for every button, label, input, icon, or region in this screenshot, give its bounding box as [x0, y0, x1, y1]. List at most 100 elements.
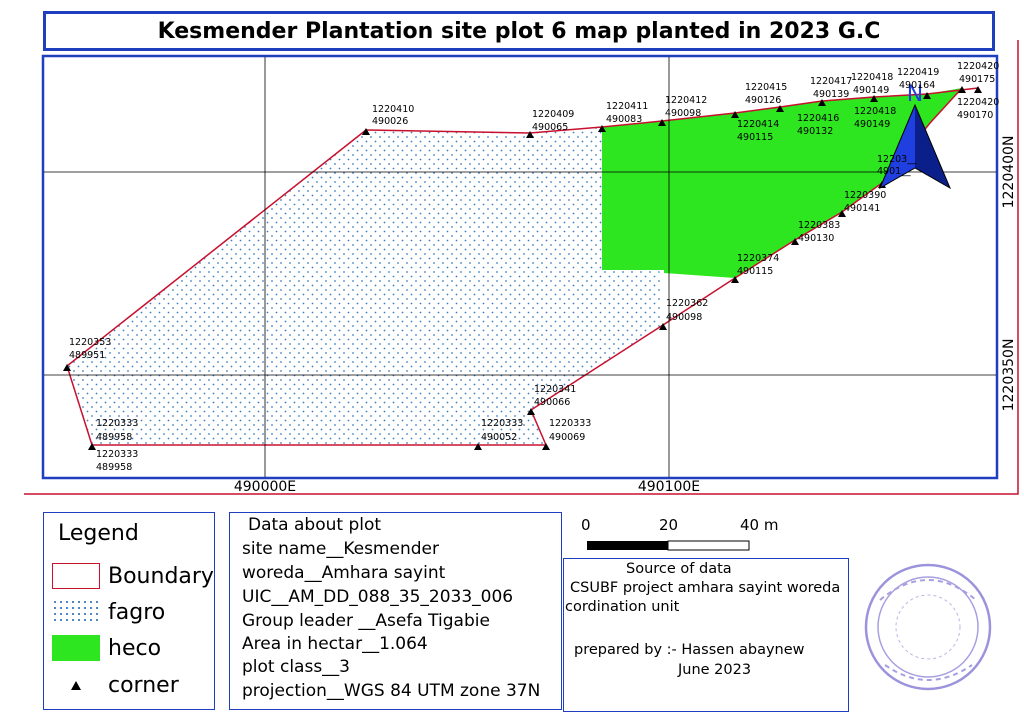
- corner-label-n: 1220353: [69, 337, 111, 348]
- prepared-date: June 2023: [678, 662, 752, 678]
- corner-label-e: 489958: [96, 432, 132, 443]
- corner-label-e: 490026: [372, 116, 408, 127]
- corner-label-n: 1220409: [532, 109, 574, 120]
- corner-label-e: 490069: [549, 432, 585, 443]
- corner-label-n: 1220333: [96, 418, 138, 429]
- legend: Legend Boundary fagro heco corner: [43, 512, 215, 710]
- north-label: N: [907, 82, 923, 107]
- corner-marker: [659, 323, 667, 330]
- corner-label-n: 1220362: [666, 298, 708, 309]
- corner-label-n: 1220420: [957, 61, 999, 72]
- corner-label-e: 490065: [532, 122, 568, 133]
- corner-marker: [958, 86, 966, 93]
- corner-label-e: 490115: [737, 132, 773, 143]
- graticule: [44, 57, 996, 477]
- corner-label-e: 490149: [853, 85, 889, 96]
- legend-item-boundary: Boundary: [52, 561, 214, 591]
- corner-marker: [923, 92, 931, 99]
- corner-label-e: 490175: [959, 74, 995, 85]
- corner-label-e: 490132: [797, 126, 833, 137]
- corner-marker: [526, 131, 534, 138]
- map-title: Kesmender Plantation site plot 6 map pla…: [43, 11, 995, 51]
- info-woreda: woreda__Amhara sayint: [242, 563, 446, 583]
- grid-label-x2: 490100E: [638, 479, 700, 495]
- source-line1: CSUBF project amhara sayint woreda: [570, 580, 841, 596]
- corner-label-n: 1220412: [665, 95, 707, 106]
- corner-label-n: 1220333: [481, 418, 523, 429]
- scale-label-20: 20: [659, 516, 679, 534]
- corner-marker: [791, 238, 799, 245]
- corner-label-n: 1220411: [606, 101, 648, 112]
- corner-label-e: 490052: [481, 432, 517, 443]
- legend-label: corner: [108, 672, 179, 698]
- north-arrow: N: [878, 82, 952, 190]
- corner-label-e: 490098: [665, 108, 701, 119]
- corner-label-e: 490141: [844, 203, 880, 214]
- corner-label-e: 490139: [813, 89, 849, 100]
- corner-label-e: 490149: [854, 119, 890, 130]
- official-stamp: [864, 563, 992, 691]
- corner-label-e: 490066: [534, 397, 570, 408]
- corner-label-e: 4901__: [877, 166, 911, 177]
- info-heading: Data about plot: [248, 515, 382, 535]
- fagro-area: [67, 127, 663, 445]
- legend-item-corner: corner: [52, 670, 179, 700]
- corner-label-e: 490098: [666, 312, 702, 323]
- grid-label-y2: 1220350N: [1001, 339, 1017, 412]
- corner-label-n: 1220333: [96, 449, 138, 460]
- boundary-line: [365, 87, 979, 134]
- corner-label-e: 490130: [798, 233, 834, 244]
- corner-marker: [658, 119, 666, 126]
- corner-marker: [731, 276, 739, 283]
- corner-label-n: 1220418: [851, 72, 893, 83]
- corner-label-n: 1220410: [372, 104, 414, 115]
- legend-item-fagro: fagro: [52, 597, 165, 627]
- outer-frame: [24, 40, 1019, 495]
- corner-marker: [474, 443, 482, 450]
- source-panel: Source of data CSUBF project amhara sayi…: [563, 558, 849, 712]
- corner-marker: [974, 86, 982, 93]
- source-heading: Source of data: [626, 561, 732, 577]
- legend-title: Legend: [58, 521, 139, 546]
- corner-marker: [598, 125, 606, 132]
- corner-label-n: 1220417: [810, 76, 852, 87]
- corner-label-e: 490115: [737, 266, 773, 277]
- legend-item-heco: heco: [52, 633, 161, 663]
- info-projection: projection__WGS 84 UTM zone 37N: [242, 681, 541, 701]
- corner-labels: 1220410 490026 1220409 490065 1220411 49…: [69, 61, 999, 473]
- grid-label-x1: 490000E: [234, 479, 296, 495]
- scale-label-0: 0: [581, 516, 591, 534]
- boundary-swatch: [52, 563, 100, 589]
- corner-label-n: 1220383: [798, 220, 840, 231]
- corner-label-n: 1220416: [797, 113, 839, 124]
- corner-label-n: 1220333: [549, 418, 591, 429]
- corner-label-n: 1220415: [745, 82, 787, 93]
- fagro-swatch: [52, 599, 100, 625]
- plot-info-panel: Data about plot site name__Kesmender wor…: [229, 512, 562, 710]
- corner-marker: [63, 364, 71, 371]
- scale-bar: [587, 540, 750, 551]
- scale-label-40: 40 m: [740, 516, 779, 534]
- corner-label-e: 489958: [96, 462, 132, 473]
- legend-label: fagro: [108, 599, 166, 625]
- legend-label: heco: [108, 635, 162, 661]
- corner-label-n: 1220341: [534, 384, 576, 395]
- info-plot-class: plot class__3: [242, 657, 351, 677]
- corner-label-n: 1220418: [854, 106, 896, 117]
- prepared-by: prepared by :- Hassen abaynew: [574, 642, 805, 658]
- corner-label-n: 1220374: [737, 253, 779, 264]
- grid-label-y1: 1220400N: [1001, 136, 1017, 209]
- corner-label-n: 1220420: [957, 97, 999, 108]
- corner-marker: [88, 443, 96, 450]
- corner-label-n: 12203__: [877, 154, 917, 165]
- info-group-leader: Group leader __Asefa Tigabie: [242, 611, 490, 631]
- legend-label: Boundary: [108, 563, 214, 589]
- corner-marker: [818, 99, 826, 106]
- corner-marker: [870, 95, 878, 102]
- info-uic: UIC__AM_DD_088_35_2033_006: [242, 587, 514, 607]
- corner-marker: [838, 210, 846, 217]
- corner-label-n: 1220414: [737, 119, 779, 130]
- corner-label-n: 1220419: [897, 67, 939, 78]
- corner-label-n: 1220390: [844, 190, 886, 201]
